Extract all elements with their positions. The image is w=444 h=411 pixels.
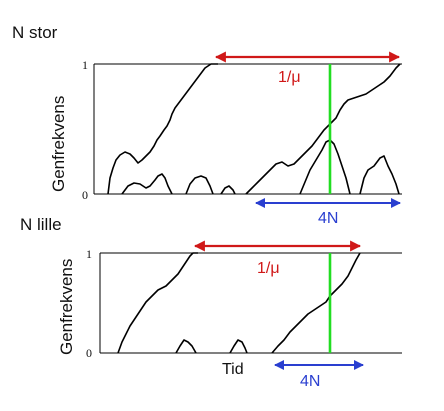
bottom-trajectories — [117, 252, 361, 354]
bottom-trajectory-fixation-1 — [117, 252, 198, 354]
bottom-red-arrow-label: 1/μ — [257, 260, 280, 277]
top-trajectory-fixation-2 — [245, 63, 401, 195]
panel-title-small-n: N lille — [20, 215, 62, 234]
panel-title-large-n: N stor — [12, 23, 58, 42]
top-y-axis-label: Genfrekvens — [49, 96, 68, 192]
top-trajectory-small-1 — [121, 173, 173, 195]
bottom-trajectory-small-2 — [229, 339, 248, 354]
top-tick-1: 1 — [82, 58, 88, 72]
top-blue-arrow-label: 4N — [318, 210, 338, 227]
top-tick-0: 0 — [82, 188, 88, 202]
bottom-y-axis-label: Genfrekvens — [57, 259, 76, 355]
top-red-arrow-label: 1/μ — [278, 69, 301, 86]
bottom-tick-1: 1 — [86, 247, 92, 261]
bottom-trajectory-small-1 — [175, 339, 197, 354]
top-trajectories — [107, 63, 401, 195]
bottom-panel: Genfrekvens 1 0 1/μ Tid 4N — [57, 240, 402, 390]
bottom-x-axis-label: Tid — [222, 361, 244, 378]
bottom-blue-arrow-label: 4N — [300, 373, 320, 390]
top-trajectory-small-4 — [299, 139, 351, 195]
top-trajectory-small-3 — [220, 185, 236, 195]
bottom-trajectory-fixation-2 — [271, 252, 361, 354]
top-trajectory-small-2 — [185, 175, 214, 195]
bottom-tick-0: 0 — [86, 346, 92, 360]
top-panel: Genfrekvens 1 0 1/μ 4N — [49, 51, 402, 227]
top-trajectory-small-5 — [359, 155, 400, 195]
top-trajectory-fixation-1 — [107, 63, 218, 195]
